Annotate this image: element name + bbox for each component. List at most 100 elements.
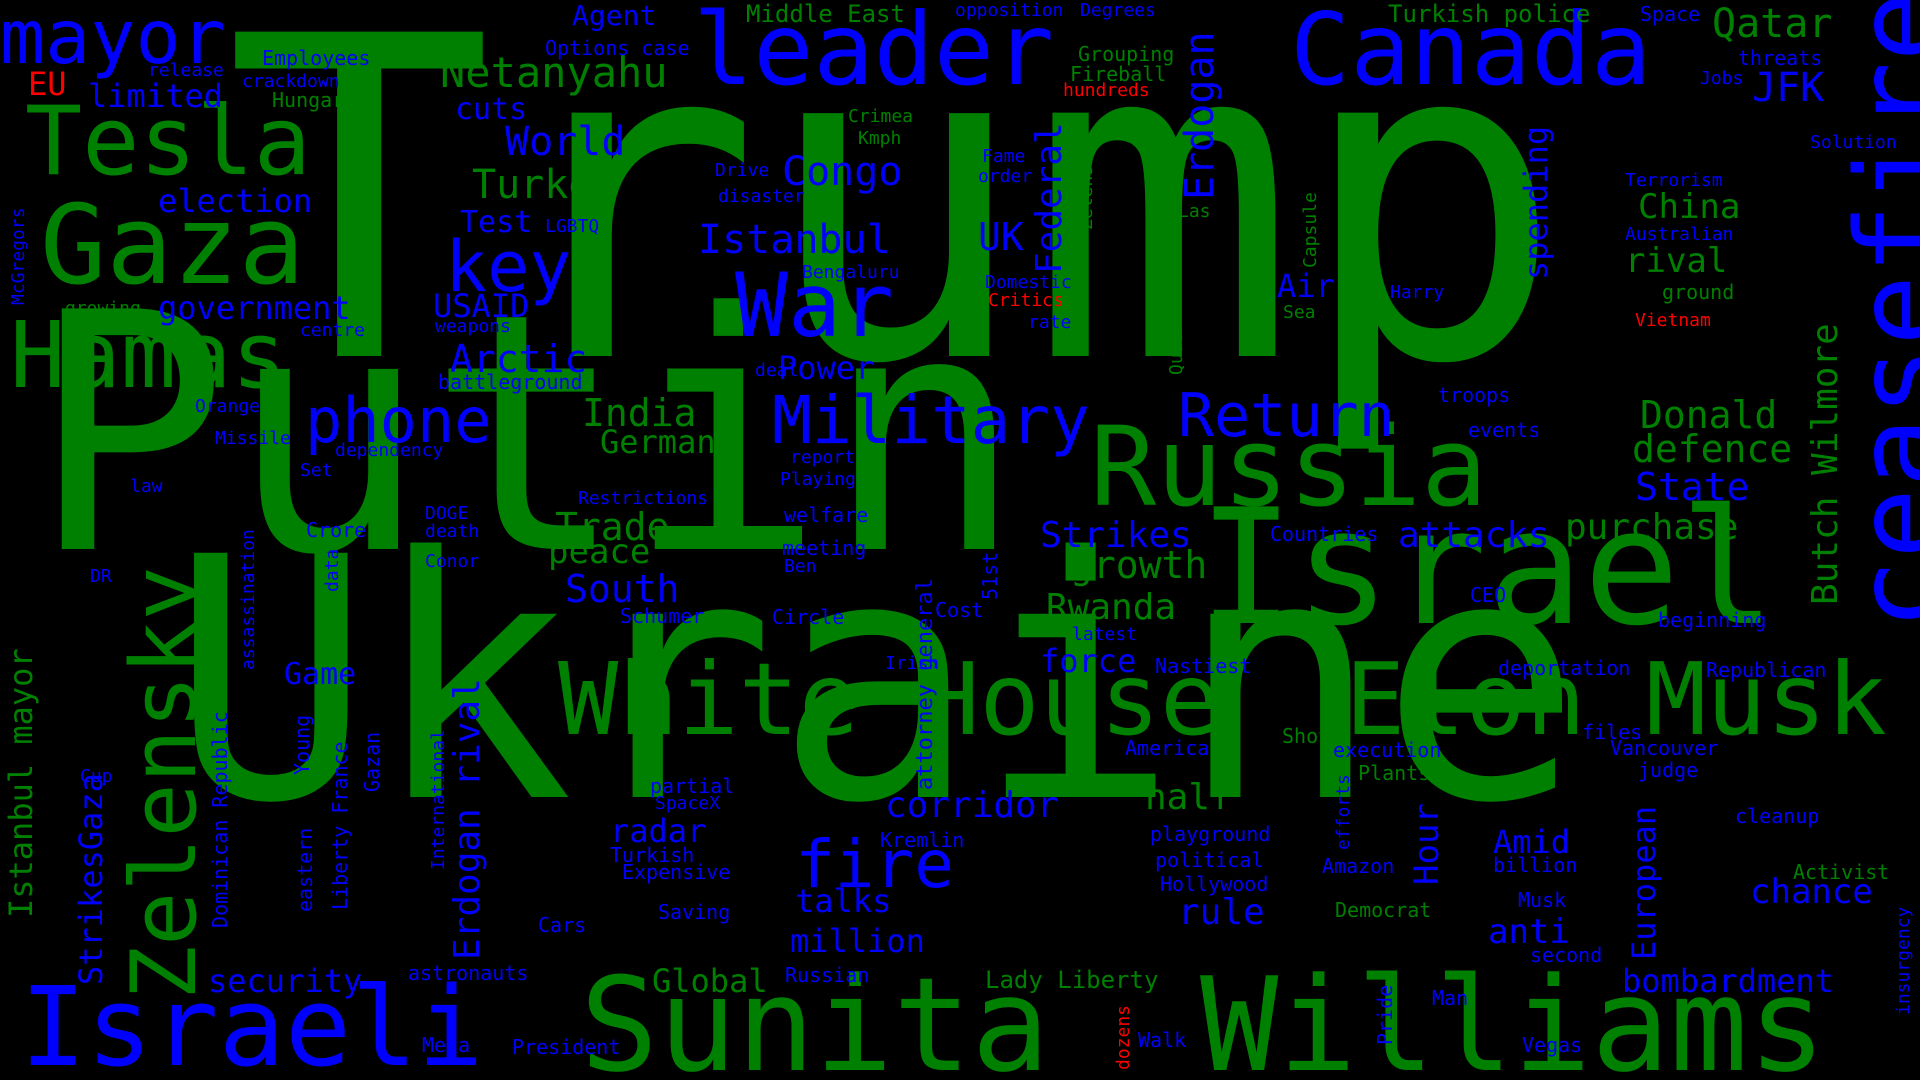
- word-judge: judge: [1638, 758, 1699, 782]
- word-law: law: [130, 476, 163, 497]
- word-mayor: mayor: [0, 0, 226, 81]
- word-51st: 51st: [978, 551, 1002, 600]
- word-arctic: Arctic: [450, 337, 588, 381]
- word-eastern: eastern: [293, 827, 317, 912]
- word-cup: Cup: [80, 766, 113, 787]
- word-uk: UK: [978, 215, 1024, 259]
- word-anti: anti: [1488, 912, 1570, 952]
- word-russia: Russia: [1090, 403, 1488, 531]
- word-weapons: weapons: [435, 316, 511, 337]
- word-strikesgaza: StrikesGaza: [72, 773, 110, 985]
- word-rule: rule: [1178, 892, 1265, 933]
- word-european: European: [1625, 805, 1663, 960]
- word-gaza: Gaza: [40, 181, 305, 309]
- word-spacex: SpaceX: [655, 793, 721, 814]
- word-zelensky: Zelensky: [112, 566, 217, 1000]
- word-political: political: [1155, 848, 1264, 872]
- word-spending: spending: [1517, 125, 1555, 280]
- word-world: World: [505, 119, 626, 165]
- word-countries: Countries: [1270, 522, 1379, 546]
- word-doge: DOGE: [425, 503, 469, 524]
- word-leader: leader: [693, 0, 1055, 108]
- word-mcgregors: McGregors: [8, 207, 29, 305]
- word-limited: limited: [88, 77, 223, 115]
- word-bombardment: bombardment: [1622, 962, 1834, 1000]
- word-power: Power: [778, 349, 875, 387]
- word-events: events: [1468, 418, 1541, 442]
- word-efforts: efforts: [1333, 774, 1354, 850]
- word-republican: Republican: [1706, 658, 1827, 682]
- word-war: War: [735, 254, 894, 357]
- word-istanbul: Istanbul: [698, 217, 891, 263]
- word-congo: Congo: [782, 149, 903, 195]
- word-vancouver: Vancouver: [1610, 736, 1719, 760]
- word-tesla: Tesla: [25, 87, 311, 197]
- word-return: Return: [1178, 381, 1395, 451]
- word-ceasefire: ceasefire: [1830, 0, 1920, 630]
- word-rival: rival: [1625, 241, 1728, 281]
- word-force: force: [1040, 642, 1137, 680]
- word-playing: Playing: [780, 469, 856, 490]
- word-employees: Employees: [262, 46, 371, 70]
- word-rate: rate: [1028, 312, 1072, 333]
- word-battleground: battleground: [438, 370, 583, 394]
- word-execution: execution: [1333, 738, 1442, 762]
- word-game: Game: [284, 657, 357, 692]
- word-hungarys: Hungarys: [272, 88, 369, 112]
- word-files: files: [1582, 720, 1643, 744]
- word-drive: Drive: [715, 160, 770, 181]
- word-amid: Amid: [1493, 823, 1571, 861]
- word-growth: growth: [1070, 543, 1208, 587]
- word-turkish: Turkish: [610, 843, 695, 867]
- word-order: order: [978, 166, 1033, 187]
- word-zelenskyy: Zelenskyy: [1076, 132, 1097, 230]
- word-middle-east: Middle East: [746, 0, 905, 28]
- word-hollywood: Hollywood: [1160, 872, 1269, 896]
- word-disaster: disaster: [718, 186, 805, 207]
- word-playground: playground: [1150, 822, 1271, 846]
- word-china: China: [1638, 187, 1741, 227]
- word-jobs: Jobs: [1700, 68, 1744, 89]
- word-grouping: Grouping: [1078, 42, 1175, 66]
- word-growing: growing: [65, 298, 141, 319]
- word-pride: Pride: [1373, 984, 1397, 1045]
- word-butch-wilmore: Butch Wilmore: [1805, 323, 1846, 605]
- word-circle: Circle: [772, 605, 845, 629]
- word-cars: Cars: [538, 913, 587, 937]
- word-dependency: dependency: [335, 440, 444, 461]
- word-missile: Missile: [215, 428, 291, 449]
- word-international: International: [428, 729, 449, 870]
- word-elon-musk: Elon Musk: [1345, 641, 1887, 758]
- word-capsule: Capsule: [1300, 192, 1321, 268]
- word-cleanup: cleanup: [1735, 804, 1820, 828]
- word-germany: Germany: [600, 423, 735, 461]
- word-plants: Plants: [1358, 761, 1431, 785]
- word-usaid: USAID: [433, 287, 530, 325]
- word-test: Test: [460, 205, 533, 240]
- word-israel: Israel: [1198, 474, 1776, 661]
- word-lgbtq: LGBTQ: [545, 216, 600, 237]
- word-ground: ground: [1662, 280, 1735, 304]
- word-crimea: Crimea: [848, 106, 914, 127]
- word-india: India: [582, 391, 697, 435]
- word-insurgency: insurgency: [1893, 906, 1914, 1015]
- word-turkish-police: Turkish police: [1388, 0, 1591, 28]
- word-saving: Saving: [658, 900, 731, 924]
- word-south: South: [565, 567, 680, 611]
- word-set: Set: [300, 460, 333, 481]
- word-conor: Conor: [425, 551, 480, 572]
- word-domestic: Domestic: [985, 272, 1072, 293]
- word-gazan: Gazan: [360, 731, 384, 792]
- word-release: release: [148, 60, 224, 81]
- word-orange: Orange: [195, 396, 261, 417]
- word-federal: Federal: [1029, 122, 1070, 274]
- word-beginning: beginning: [1658, 608, 1767, 632]
- word-troops: troops: [1438, 383, 1511, 407]
- word-fireball: Fireball: [1070, 62, 1167, 86]
- word-cost: Cost: [935, 598, 984, 622]
- word-erdogan-rival: Erdogan rival: [447, 678, 488, 960]
- word-netanyahu: Netanyahu: [440, 48, 668, 97]
- word-hamas: Hamas: [10, 302, 287, 409]
- word-global: Global: [652, 962, 768, 1000]
